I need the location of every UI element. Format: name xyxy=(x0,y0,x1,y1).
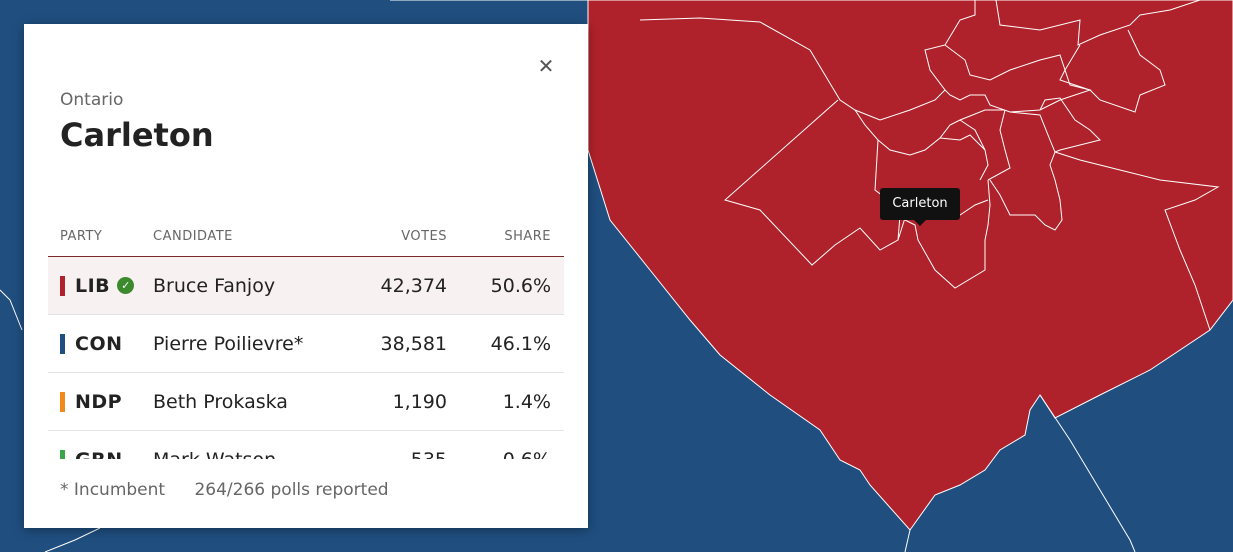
party-abbr: NDP xyxy=(75,390,123,413)
vote-share: 0.6% xyxy=(447,449,564,460)
candidate-name: Pierre Poilievre* xyxy=(153,332,304,355)
table-row: NDP Beth Prokaska 1,190 1.4% xyxy=(48,373,564,431)
table-row: LIB ✓ Bruce Fanjoy 42,374 50.6% xyxy=(48,257,564,315)
winner-check-icon: ✓ xyxy=(117,277,135,294)
col-candidate: CANDIDATE xyxy=(153,228,233,244)
party-cell: LIB ✓ xyxy=(48,275,153,297)
close-icon[interactable]: ✕ xyxy=(537,54,555,78)
party-cell: NDP xyxy=(48,391,153,413)
vote-share: 46.1% xyxy=(490,332,551,355)
candidate-name: Bruce Fanjoy xyxy=(153,274,276,297)
riding-title: Carleton xyxy=(60,116,214,154)
polls-reported: 264/266 polls reported xyxy=(194,480,389,500)
candidate-name: Beth Prokaska xyxy=(153,390,288,413)
vote-share: 1.4% xyxy=(502,390,551,413)
table-row: CON Pierre Poilievre* 38,581 46.1% xyxy=(48,315,564,373)
party-color-bar xyxy=(60,391,65,412)
party-color-bar xyxy=(60,449,65,459)
results-table: PARTY CANDIDATE VOTES SHARE LIB ✓ Bruce Fa… xyxy=(48,216,564,459)
party-cell: GRN xyxy=(48,449,153,460)
party-color-bar xyxy=(60,275,65,296)
party-abbr: CON xyxy=(75,332,123,355)
col-votes: VOTES xyxy=(401,228,447,244)
candidate-name: Mark Watson xyxy=(153,449,343,460)
party-abbr: GRN xyxy=(75,449,123,460)
table-header: PARTY CANDIDATE VOTES SHARE xyxy=(48,216,564,257)
tooltip-label: Carleton xyxy=(892,196,948,211)
col-share: SHARE xyxy=(504,228,551,244)
col-party: PARTY xyxy=(60,228,103,244)
table-body: LIB ✓ Bruce Fanjoy 42,374 50.6% CON Pierre Poi… xyxy=(48,257,564,459)
results-footer: * Incumbent 264/266 polls reported xyxy=(60,480,389,500)
vote-count: 38,581 xyxy=(380,332,447,355)
incumbent-note: * Incumbent xyxy=(60,480,166,500)
party-color-bar xyxy=(60,333,65,354)
vote-share: 50.6% xyxy=(490,274,551,297)
map-hover-tooltip: Carleton xyxy=(880,188,960,226)
vote-count: 1,190 xyxy=(392,390,447,413)
riding-results-panel: ✕ Ontario Carleton PARTY CANDIDATE VOTES… xyxy=(24,24,588,528)
party-abbr: LIB xyxy=(75,274,111,297)
vote-count: 42,374 xyxy=(380,274,447,297)
table-row: GRN Mark Watson5350.6% xyxy=(48,431,564,459)
tooltip-arrow xyxy=(914,220,926,226)
party-cell: CON xyxy=(48,333,153,355)
province-label: Ontario xyxy=(60,90,124,110)
vote-count: 535 xyxy=(343,449,447,460)
